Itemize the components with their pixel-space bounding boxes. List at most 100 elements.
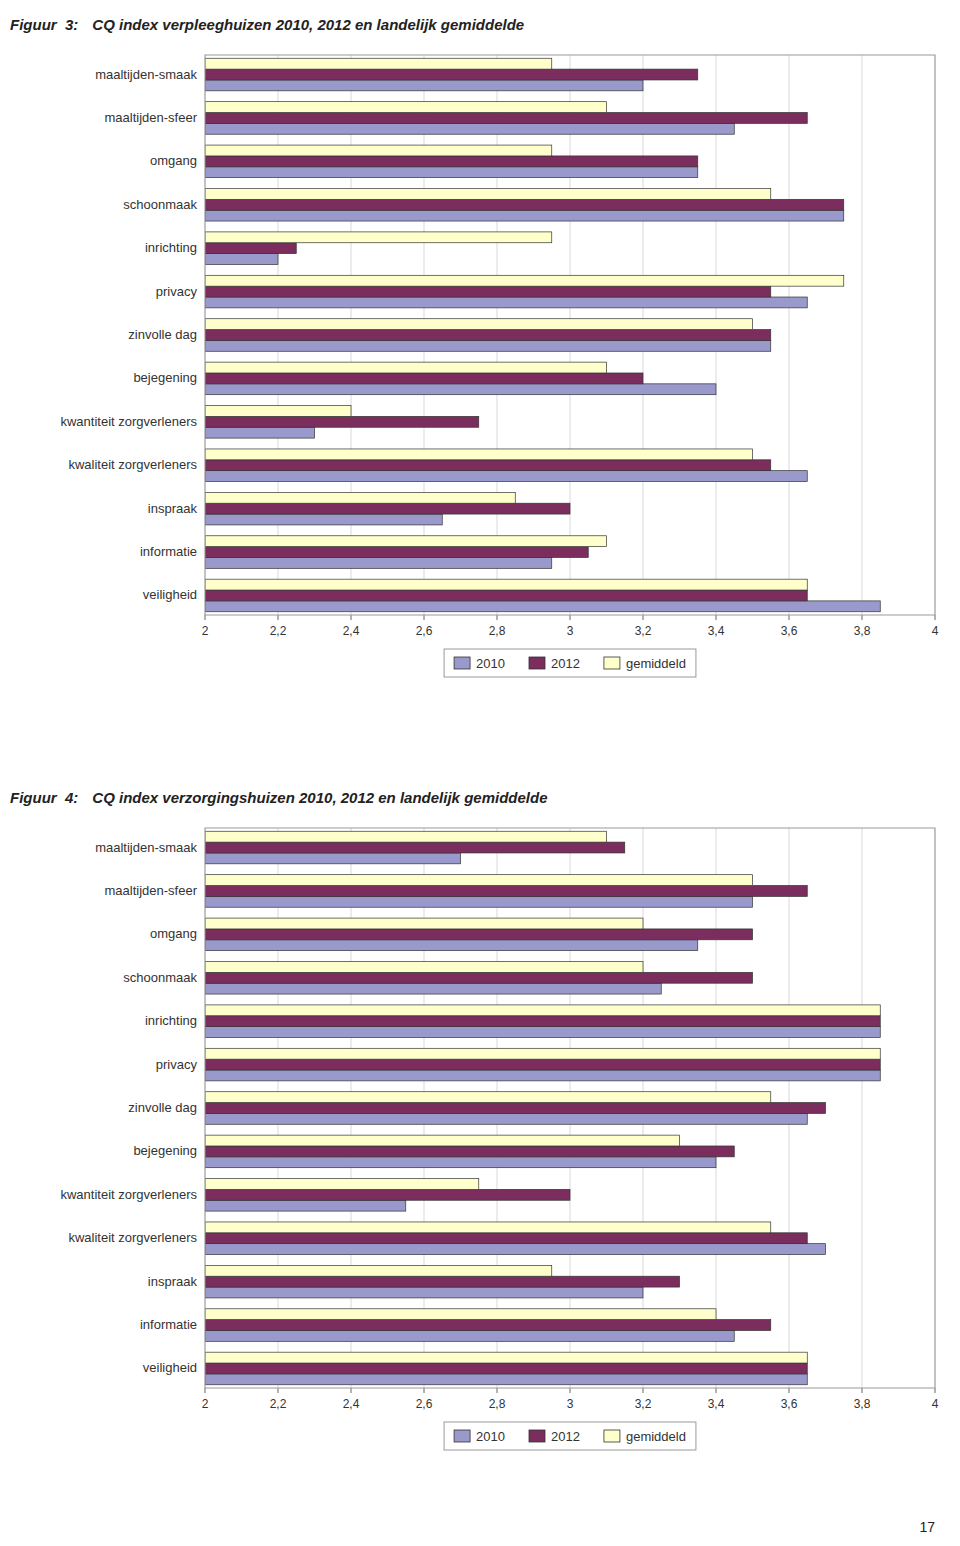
bars	[205, 58, 880, 611]
category-label: informatie	[140, 1317, 197, 1332]
tick-label: 3,8	[854, 1397, 871, 1411]
bar	[205, 1103, 826, 1114]
plot-frame	[205, 55, 935, 615]
tick-label: 3,8	[854, 624, 871, 638]
bar	[205, 1363, 807, 1374]
category-label: veiligheid	[143, 587, 197, 602]
tick-label: 2,8	[489, 1397, 506, 1411]
bar	[205, 1146, 734, 1157]
category-label: informatie	[140, 544, 197, 559]
category-label: omgang	[150, 153, 197, 168]
tick	[205, 1388, 206, 1393]
tick-label: 2,6	[416, 624, 433, 638]
bar	[205, 853, 461, 864]
bar	[205, 842, 625, 853]
subtitle: CQ index verpleeghuizen 2010, 2012 en la…	[92, 16, 524, 33]
tick	[862, 1388, 863, 1393]
category-label: zinvolle dag	[128, 1100, 197, 1115]
tick	[643, 615, 644, 620]
bar	[205, 286, 771, 297]
category-label: maaltijden-sfeer	[105, 883, 198, 898]
bar	[205, 340, 771, 351]
category-label: kwantiteit zorgverleners	[60, 1187, 197, 1202]
grid	[205, 828, 935, 1388]
tick-label: 4	[932, 624, 939, 638]
bar	[205, 1374, 807, 1385]
tick	[497, 615, 498, 620]
category-label: veiligheid	[143, 1360, 197, 1375]
bar	[205, 145, 552, 156]
bar	[205, 983, 661, 994]
bar	[205, 1048, 880, 1059]
bar	[205, 416, 479, 427]
bar	[205, 1276, 680, 1287]
bar	[205, 918, 643, 929]
legend-label: gemiddeld	[626, 656, 686, 671]
bar	[205, 940, 698, 951]
tick	[424, 615, 425, 620]
tick-label: 3,6	[781, 1397, 798, 1411]
tick-label: 3,4	[708, 1397, 725, 1411]
legend-swatch	[529, 657, 545, 669]
legend-item: gemiddeld	[604, 656, 686, 671]
tick	[570, 1388, 571, 1393]
x-ticks: 22,22,42,62,833,23,43,63,84	[202, 615, 939, 638]
bar	[205, 1157, 716, 1168]
category-label: bejegening	[133, 1143, 197, 1158]
background	[0, 0, 960, 1546]
legend: 20102012gemiddeld	[444, 1422, 696, 1450]
tick	[424, 1388, 425, 1393]
category-label: maaltijden-smaak	[95, 67, 197, 82]
category-label: kwaliteit zorgverleners	[68, 1230, 197, 1245]
tick-label: 2	[202, 1397, 209, 1411]
category-label: inspraak	[148, 1274, 198, 1289]
tick-label: 2,2	[270, 624, 287, 638]
grid-line	[789, 55, 790, 615]
page: Figuur 3:CQ index verpleeghuizen 2010, 2…	[0, 0, 960, 1546]
bar	[205, 1179, 479, 1190]
bar	[205, 460, 771, 471]
chart: Figuur 4:CQ index verzorgingshuizen 2010…	[10, 789, 939, 1535]
bar	[205, 896, 753, 907]
tick	[205, 615, 206, 620]
tick-label: 2	[202, 624, 209, 638]
category-label: kwaliteit zorgverleners	[68, 457, 197, 472]
grid	[205, 55, 935, 615]
bar	[205, 199, 844, 210]
bar	[205, 1309, 716, 1320]
legend-swatch	[604, 657, 620, 669]
category-label: maaltijden-sfeer	[105, 110, 198, 125]
category-label: zinvolle dag	[128, 327, 197, 342]
tick-label: 3	[567, 1397, 574, 1411]
bar	[205, 1330, 734, 1341]
tick	[643, 1388, 644, 1393]
bar	[205, 471, 807, 482]
bar	[205, 1113, 807, 1124]
category-label: omgang	[150, 926, 197, 941]
bar	[205, 254, 278, 265]
tick	[935, 615, 936, 620]
legend-item: 2010	[454, 1429, 505, 1444]
bar	[205, 1200, 406, 1211]
bar	[205, 449, 753, 460]
legend-item: 2012	[529, 656, 580, 671]
bar	[205, 492, 515, 503]
bar	[205, 58, 552, 69]
plot-frame	[205, 828, 935, 1388]
tick	[278, 615, 279, 620]
legend-label: 2010	[476, 656, 505, 671]
bar	[205, 123, 734, 134]
legend-swatch	[529, 1430, 545, 1442]
y-labels: maaltijden-smaakmaaltijden-sfeeromgangsc…	[60, 840, 197, 1376]
tick-label: 3,6	[781, 624, 798, 638]
bar	[205, 373, 643, 384]
category-label: inrichting	[145, 240, 197, 255]
bar	[205, 886, 807, 897]
y-labels: maaltijden-smaakmaaltijden-sfeeromgangsc…	[60, 67, 197, 603]
page-number: 17	[919, 1519, 935, 1535]
tick-label: 2,2	[270, 1397, 287, 1411]
tick	[570, 615, 571, 620]
tick-label: 2,4	[343, 1397, 360, 1411]
bar	[205, 1287, 643, 1298]
legend-swatch	[604, 1430, 620, 1442]
